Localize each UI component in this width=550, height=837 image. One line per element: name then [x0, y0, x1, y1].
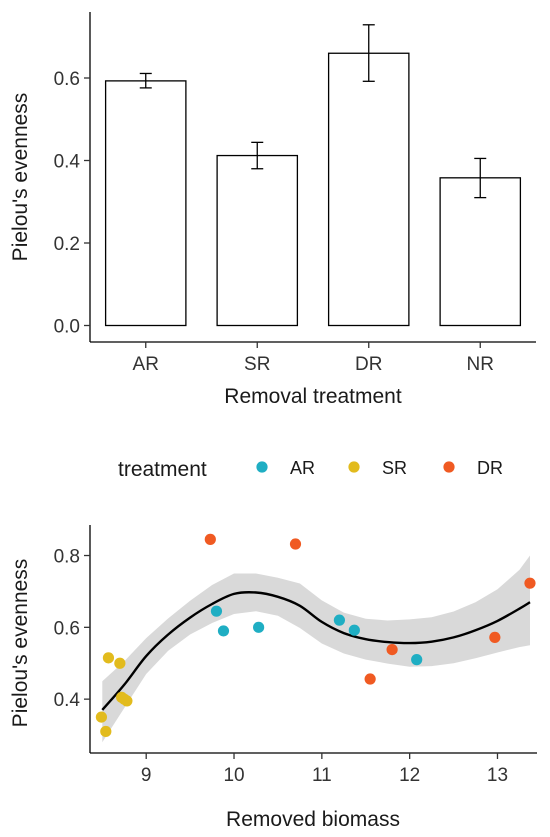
- point-ar: [217, 625, 230, 637]
- y-tick-label: 0.0: [54, 317, 80, 338]
- point-ar: [333, 614, 346, 626]
- legend-items: AR SR DR: [256, 458, 503, 478]
- x-tick-label: 13: [487, 765, 508, 786]
- bar-ar: [104, 80, 187, 327]
- point-dr: [386, 643, 398, 656]
- bar-chart-x-ticks: AR SR DR NR: [133, 342, 494, 375]
- y-tick-label: 0.2: [54, 234, 80, 255]
- y-tick-label: 0.4: [54, 690, 81, 711]
- smooth-fit-line: [101, 591, 531, 711]
- bar-chart-panel: 0.00.20.40.6 AR SR DR NR Removal treatment …: [9, 12, 536, 408]
- legend-label-ar: AR: [290, 458, 315, 478]
- legend-item-ar: AR: [256, 458, 315, 478]
- point-dr: [524, 577, 536, 589]
- scatter-x-ticks: 9 10 11 12 13: [141, 753, 508, 786]
- x-tick-label-ar: AR: [133, 354, 159, 375]
- errorbar-dr: [362, 24, 375, 82]
- point-dr: [204, 533, 216, 545]
- point-sr: [95, 711, 108, 723]
- point-sr: [114, 657, 126, 669]
- point-sr: [100, 725, 112, 738]
- bar-nr: [439, 177, 522, 327]
- scatter-y-axis-title: Pielou's evenness: [9, 559, 32, 728]
- point-ar: [411, 654, 423, 666]
- errorbar-sr: [251, 141, 264, 170]
- x-tick-label: 10: [223, 765, 244, 786]
- legend-key-dr: [443, 461, 455, 473]
- legend-key-ar: [256, 461, 268, 473]
- errorbar-nr: [474, 157, 487, 199]
- point-ar: [210, 605, 223, 617]
- scatter-y-ticks: 0.4 0.6 0.8: [54, 547, 90, 711]
- x-tick-label: 11: [312, 765, 332, 786]
- smooth-confidence-band: [102, 555, 531, 743]
- legend-title: treatment: [118, 458, 207, 481]
- bar-dr: [327, 52, 410, 327]
- bar-chart-y-axis-title: Pielou's evenness: [9, 93, 32, 262]
- legend-label-dr: DR: [477, 458, 503, 478]
- x-tick-label: 12: [399, 765, 420, 786]
- legend-item-dr: DR: [443, 458, 503, 478]
- legend-item-sr: SR: [348, 458, 407, 478]
- point-ar: [253, 621, 265, 633]
- point-sr: [118, 693, 130, 705]
- legend-label-sr: SR: [382, 458, 407, 478]
- scatter-chart-panel: treatment AR SR DR 0.4 0.6 0.8 9 10 11 12 13 Rem…: [9, 458, 537, 831]
- scatter-x-axis-title: Removed biomass: [226, 808, 400, 831]
- point-dr: [489, 631, 501, 643]
- bar-chart-x-axis-title: Removal treatment: [224, 385, 402, 408]
- scatter-legend: treatment AR SR DR: [118, 458, 503, 481]
- y-tick-label: 0.4: [54, 152, 81, 173]
- point-ar: [348, 624, 360, 636]
- bar-chart-bars: [104, 52, 522, 327]
- point-sr: [102, 652, 115, 664]
- x-tick-label-dr: DR: [355, 354, 382, 375]
- x-tick-label-sr: SR: [244, 354, 270, 375]
- legend-key-sr: [348, 461, 360, 473]
- point-dr: [364, 673, 376, 685]
- bar-chart-errorbars: [139, 24, 487, 199]
- bar-chart-y-ticks: 0.0 0.2 0.4 0.6: [54, 69, 90, 338]
- bar-sr: [216, 154, 299, 327]
- x-tick-label: 9: [141, 765, 152, 786]
- y-tick-label: 0.6: [54, 618, 80, 639]
- y-tick-label: 0.6: [54, 69, 80, 90]
- errorbar-ar: [139, 72, 152, 89]
- point-dr: [289, 538, 302, 550]
- y-tick-label: 0.8: [54, 547, 80, 568]
- scatter-points: [95, 533, 536, 738]
- x-tick-label-nr: NR: [467, 354, 494, 375]
